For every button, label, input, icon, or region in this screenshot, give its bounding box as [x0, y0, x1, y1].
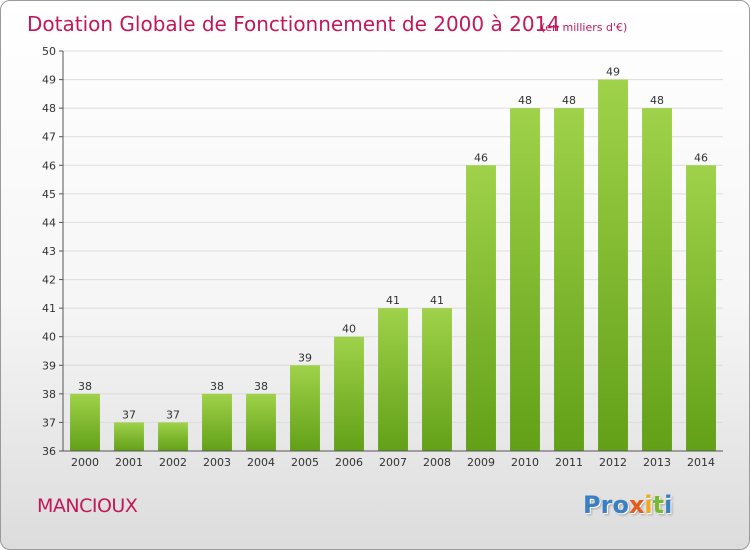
x-tick-label: 2005 — [291, 456, 319, 469]
data-label: 38 — [254, 380, 268, 393]
x-tick-label: 2001 — [115, 456, 143, 469]
bars: 38 37 37 38 38 39 40 41 41 46 48 48 49 48 46 — [70, 66, 716, 452]
logo-letter: P — [583, 491, 601, 519]
data-label: 48 — [650, 94, 664, 107]
logo-letter: i — [644, 491, 653, 519]
bar-2000 — [70, 393, 100, 451]
y-tick-label: 49 — [42, 74, 56, 87]
data-label: 41 — [386, 294, 400, 307]
chart-title: Dotation Globale de Fonctionnement de 20… — [27, 12, 560, 36]
bar-2001 — [114, 422, 144, 451]
y-tick-label: 45 — [42, 188, 56, 201]
logo-letter: t — [652, 491, 665, 519]
y-tick-label: 39 — [42, 359, 56, 372]
x-tick-label: 2003 — [203, 456, 231, 469]
y-tick-label: 46 — [42, 159, 56, 172]
logo-letter: x — [628, 491, 645, 519]
chart-unit: (en milliers d'€) — [541, 21, 627, 34]
data-label: 46 — [694, 151, 708, 164]
bar-2009 — [466, 165, 496, 452]
y-axis: 36 37 38 39 40 41 42 43 44 45 46 47 48 49 50 — [42, 45, 64, 458]
proxiti-logo[interactable]: Proxiti — [583, 491, 672, 519]
x-tick-label: 2002 — [159, 456, 187, 469]
x-tick-label: 2012 — [599, 456, 627, 469]
logo-letter: o — [612, 491, 629, 519]
data-label: 41 — [430, 294, 444, 307]
data-label: 48 — [562, 94, 576, 107]
x-tick-label: 2006 — [335, 456, 363, 469]
bar-2005 — [290, 365, 320, 451]
commune-name: MANCIOUX — [37, 495, 138, 517]
data-label: 38 — [78, 380, 92, 393]
y-tick-label: 37 — [42, 416, 56, 429]
y-tick-label: 36 — [42, 445, 56, 458]
x-tick-label: 2011 — [555, 456, 583, 469]
data-label: 38 — [210, 380, 224, 393]
x-tick-label: 2007 — [379, 456, 407, 469]
data-label: 40 — [342, 323, 356, 336]
bar-2010 — [510, 108, 540, 452]
x-tick-label: 2000 — [71, 456, 99, 469]
bar-2006 — [334, 336, 364, 451]
bar-2004 — [246, 393, 276, 451]
data-label: 39 — [298, 351, 312, 364]
bar-2007 — [378, 308, 408, 451]
data-label: 49 — [606, 66, 620, 79]
y-tick-label: 48 — [42, 102, 56, 115]
y-tick-label: 47 — [42, 131, 56, 144]
x-axis: 2000 2001 2002 2003 2004 2005 2006 2007 2008 2009… — [63, 450, 723, 469]
x-tick-label: 2010 — [511, 456, 539, 469]
y-tick-label: 38 — [42, 388, 56, 401]
y-tick-label: 50 — [42, 45, 56, 58]
bar-2002 — [158, 422, 188, 451]
y-tick-label: 42 — [42, 274, 56, 287]
x-tick-label: 2009 — [467, 456, 495, 469]
data-label: 37 — [122, 408, 136, 421]
y-tick-label: 44 — [42, 216, 56, 229]
data-label: 48 — [518, 94, 532, 107]
bar-2012 — [598, 79, 628, 452]
bar-2003 — [202, 393, 232, 451]
bar-2011 — [554, 108, 584, 452]
bar-2013 — [642, 108, 672, 452]
data-label: 46 — [474, 151, 488, 164]
y-tick-label: 40 — [42, 331, 56, 344]
bar-2008 — [422, 308, 452, 451]
x-tick-label: 2014 — [687, 456, 715, 469]
x-tick-label: 2013 — [643, 456, 671, 469]
y-tick-label: 43 — [42, 245, 56, 258]
logo-letter: i — [664, 491, 673, 519]
bar-2014 — [686, 165, 716, 452]
data-label: 37 — [166, 408, 180, 421]
y-tick-label: 41 — [42, 302, 56, 315]
x-tick-label: 2008 — [423, 456, 451, 469]
logo-letter: r — [600, 491, 613, 519]
x-tick-label: 2004 — [247, 456, 275, 469]
